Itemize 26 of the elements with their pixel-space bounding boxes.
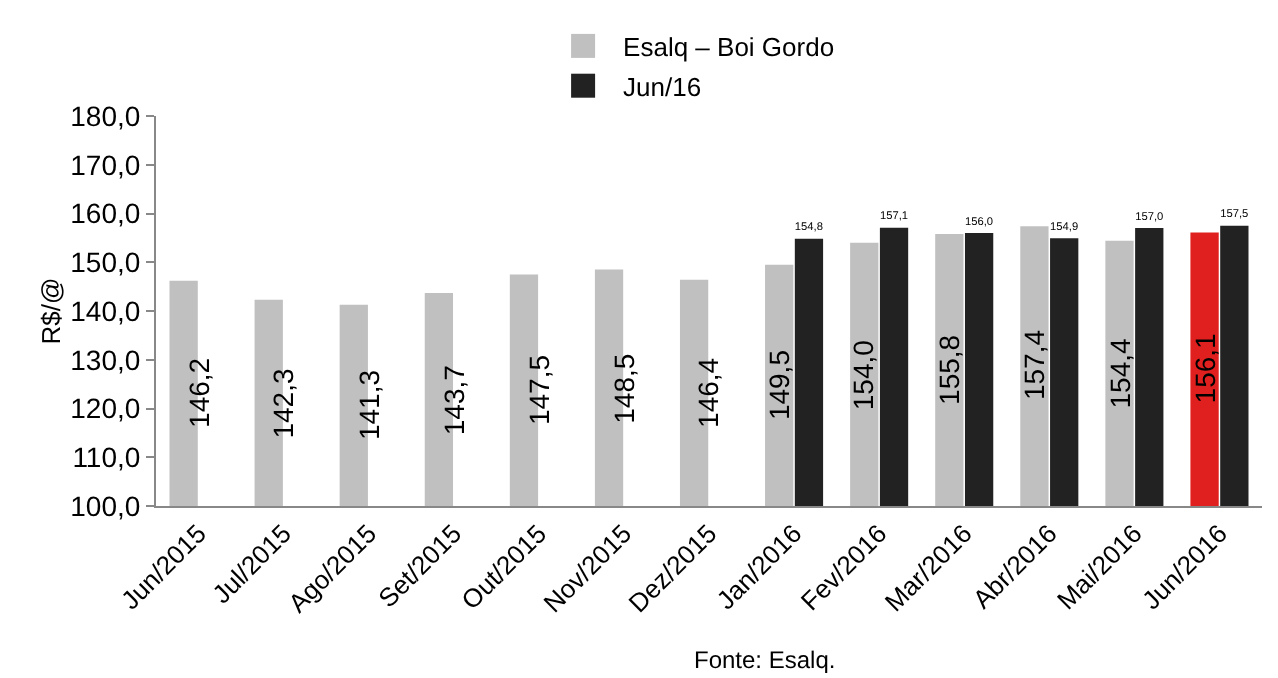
y-tick-label: 160,0 [70, 197, 141, 230]
y-axis-title: R$/@ [36, 277, 67, 345]
data-label: 155,8 [932, 334, 965, 405]
data-label: 157,4 [1017, 329, 1050, 401]
y-tick-label: 140,0 [70, 294, 141, 327]
data-label: 149,5 [763, 349, 796, 421]
data-label: 154,0 [847, 339, 880, 411]
data-label: 154,4 [1103, 337, 1136, 409]
y-tick-label: 110,0 [72, 441, 141, 474]
data-label: 147,5 [522, 354, 555, 426]
y-tick-label: 150,0 [70, 246, 141, 279]
data-label: 148,5 [608, 353, 641, 424]
data-label: 146,2 [183, 357, 216, 428]
y-tick-label: 120,0 [70, 392, 141, 425]
y-tick-label: 180,0 [70, 99, 141, 132]
source-note: Fonte: Esalq. [694, 646, 836, 674]
data-label: 141,3 [353, 369, 386, 441]
legend-label: Jun/16 [623, 71, 702, 102]
data-label: 143,7 [438, 364, 471, 436]
data-label: 142,3 [266, 368, 299, 439]
y-tick-label: 100,0 [70, 489, 141, 522]
legend-label: Esalq – Boi Gordo [623, 32, 835, 63]
y-tick-label: 170,0 [70, 148, 141, 181]
data-label: 156,1 [1188, 332, 1221, 404]
y-tick-label: 130,0 [70, 343, 141, 376]
data-label: 146,4 [692, 357, 725, 428]
